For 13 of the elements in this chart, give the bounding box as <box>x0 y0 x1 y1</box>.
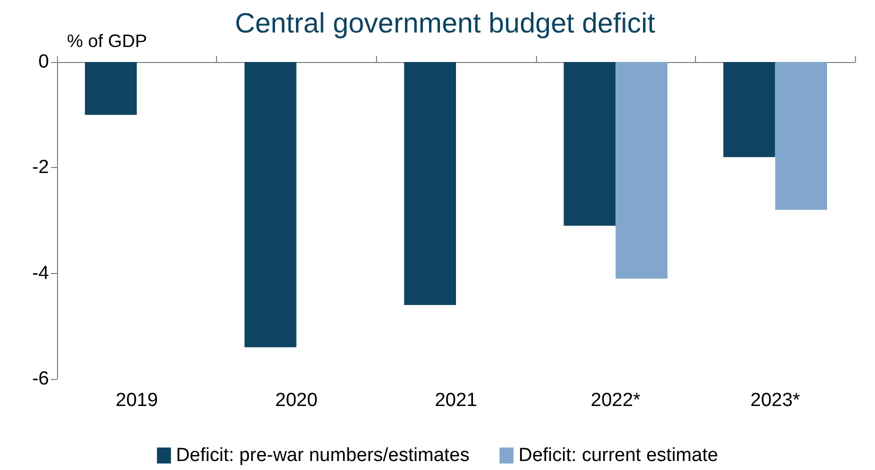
y-tick-label: -4 <box>32 262 50 284</box>
x-tick-label: 2021 <box>434 390 478 411</box>
legend-label: Deficit: pre-war numbers/estimates <box>176 445 470 466</box>
legend-label: Deficit: current estimate <box>518 445 718 466</box>
y-axis-title: % of GDP <box>67 31 148 51</box>
x-tick-label: 2019 <box>116 390 158 411</box>
x-tick-label: 2022* <box>590 390 642 411</box>
y-tick-label: -6 <box>32 368 49 390</box>
chart-title: Central government budget deficit <box>234 8 656 38</box>
x-tick-label: 2023* <box>750 390 801 411</box>
y-tick-label: -2 <box>32 157 49 178</box>
y-tick-label: 0 <box>38 52 49 72</box>
x-tick-label: 2020 <box>275 390 318 411</box>
